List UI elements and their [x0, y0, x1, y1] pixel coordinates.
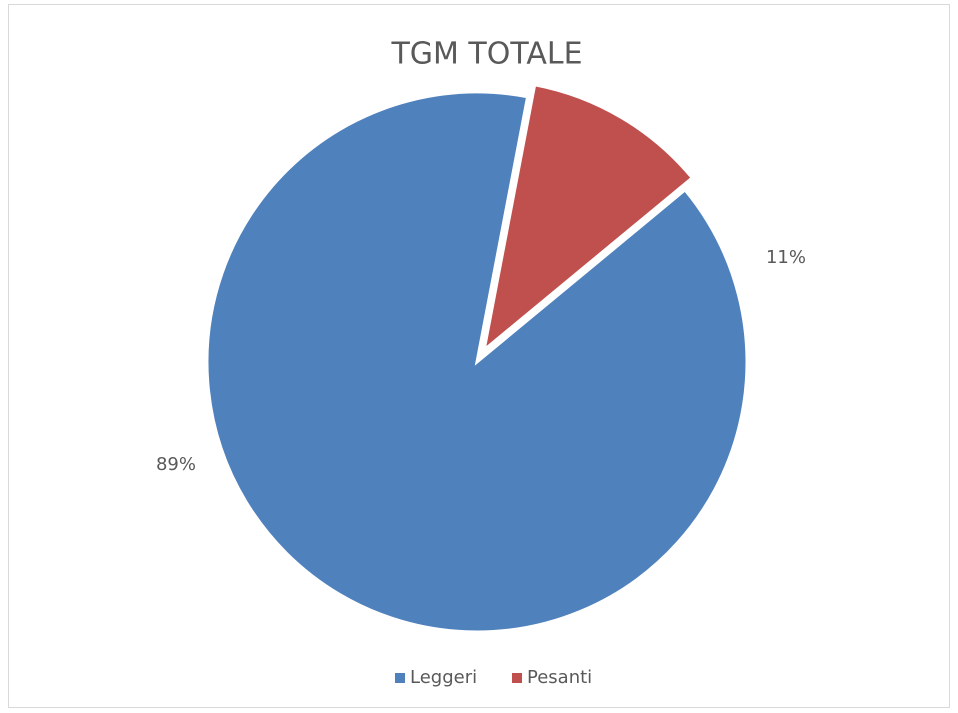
pie-slice [481, 82, 695, 354]
data-label: 89% [156, 454, 196, 475]
legend-swatch [395, 673, 405, 683]
legend-label: Pesanti [527, 667, 592, 688]
legend-swatch [512, 673, 522, 683]
chart-title: TGM TOTALE [390, 37, 582, 72]
legend-label: Leggeri [410, 667, 477, 688]
data-label: 11% [766, 247, 806, 268]
pie-slice [205, 90, 749, 634]
